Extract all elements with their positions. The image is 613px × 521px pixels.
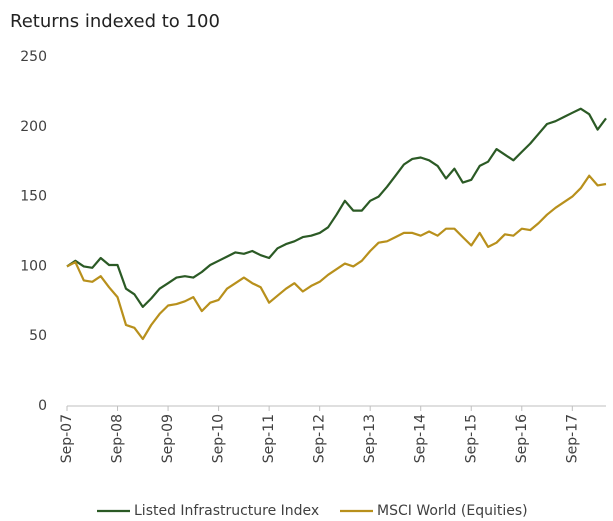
legend-label: MSCI World (Equities): [377, 503, 528, 519]
x-tick-label: Sep-10: [211, 414, 227, 463]
y-tick-label: 50: [29, 328, 47, 344]
y-tick-label: 250: [20, 49, 47, 65]
y-tick-label: 100: [20, 258, 47, 274]
x-tick-label: Sep-07: [59, 414, 75, 463]
x-tick-label: Sep-13: [362, 414, 378, 463]
x-tick-label: Sep-08: [110, 414, 126, 463]
x-tick-label: Sep-16: [514, 414, 530, 463]
x-tick-label: Sep-15: [463, 414, 479, 463]
legend-label: Listed Infrastructure Index: [134, 503, 319, 519]
x-tick-label: Sep-11: [261, 414, 277, 463]
x-tick-label: Sep-12: [312, 414, 328, 463]
y-tick-label: 200: [20, 119, 47, 135]
x-tick-label: Sep-17: [564, 414, 580, 463]
y-tick-label: 0: [38, 398, 47, 414]
chart-title: Returns indexed to 100: [10, 11, 220, 32]
x-tick-label: Sep-14: [413, 414, 429, 463]
series-line: [66, 107, 607, 308]
x-tick-label: Sep-09: [160, 414, 176, 463]
series-line: [66, 174, 607, 341]
y-tick-label: 150: [20, 189, 47, 205]
